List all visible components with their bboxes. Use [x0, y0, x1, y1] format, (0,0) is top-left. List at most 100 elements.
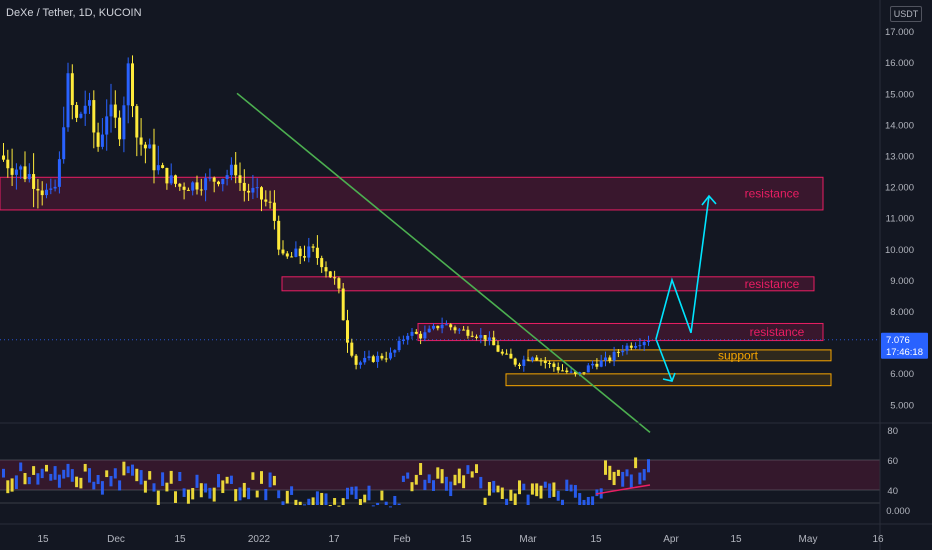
- time-tick-label: May: [799, 534, 818, 545]
- oscillator-bar-151: [647, 459, 650, 473]
- candle-21: [88, 92, 91, 115]
- oscillator-bar-36: [152, 483, 156, 492]
- candle-27: [113, 90, 117, 129]
- oscillator-bar-4: [14, 475, 18, 489]
- candle-116: [496, 340, 500, 353]
- oscillator-bar-25: [105, 470, 109, 478]
- oscillator-bar-79: [337, 505, 341, 507]
- candle-35: [148, 138, 152, 149]
- candle-106: [453, 325, 457, 334]
- candle-48: [204, 173, 208, 202]
- oscillator-bar-10: [40, 468, 44, 479]
- candle-60: [255, 178, 259, 198]
- candle-66: [281, 240, 285, 256]
- candle-24: [100, 118, 104, 150]
- price-tick-label: 5.000: [890, 400, 914, 411]
- candle-49: [208, 168, 212, 182]
- candle-148: [634, 342, 638, 350]
- oscillator-baseline-label: 0.000: [886, 506, 910, 517]
- oscillator-bar-117: [500, 487, 504, 499]
- oscillator-bar-123: [526, 494, 530, 505]
- oscillator-bar-118: [505, 498, 509, 505]
- oscillator-bar-65: [277, 490, 281, 499]
- candle-44: [186, 187, 190, 191]
- candle-9: [36, 179, 40, 209]
- oscillator-bar-143: [612, 471, 616, 486]
- oscillator-bar-67: [285, 490, 289, 504]
- oscillator-bar-128: [548, 483, 552, 498]
- candle-46: [195, 175, 199, 195]
- candle-124: [530, 356, 534, 363]
- oscillator-bar-64: [272, 475, 276, 486]
- candle-145: [621, 344, 625, 356]
- oscillator-bar-132: [565, 479, 569, 492]
- oscillator-bar-50: [212, 487, 216, 502]
- oscillator-bar-100: [427, 474, 431, 484]
- candle-32: [135, 104, 139, 157]
- oscillator-bar-139: [595, 489, 599, 497]
- oscillator-bar-98: [419, 463, 423, 475]
- candle-2: [6, 149, 10, 178]
- time-tick-label: Apr: [663, 534, 679, 545]
- oscillator-bar-54: [229, 475, 233, 484]
- oscillator-bar-2: [6, 480, 10, 494]
- candle-73: [311, 243, 315, 252]
- currency-badge[interactable]: USDT: [890, 6, 922, 22]
- oscillator-bar-137: [586, 496, 590, 505]
- oscillator-bar-69: [294, 499, 298, 505]
- oscillator-bar-144: [616, 469, 620, 476]
- oscillator-bar-19: [79, 477, 83, 489]
- oscillator-bar-107: [457, 468, 461, 484]
- candle-151: [647, 335, 650, 346]
- candle-30: [126, 57, 130, 124]
- oscillator-bar-142: [608, 465, 612, 481]
- oscillator-bar-61: [260, 471, 263, 484]
- candle-20: [83, 90, 87, 126]
- candle-82: [350, 338, 354, 358]
- lines-layer: [0, 92, 880, 433]
- oscillator-bar-121: [518, 480, 521, 495]
- candle-65: [277, 215, 281, 256]
- oscillator-bar-78: [333, 498, 337, 505]
- oscillator-bar-77: [328, 505, 332, 507]
- oscillator-bar-126: [539, 485, 543, 499]
- oscillator-bar-59: [251, 472, 255, 480]
- oscillator-bar-116: [496, 485, 500, 493]
- candle-58: [247, 183, 251, 201]
- time-tick-label: 15: [174, 534, 186, 545]
- candle-16: [66, 62, 70, 132]
- candle-51: [217, 180, 220, 187]
- candle-55: [234, 151, 238, 184]
- candle-149: [638, 338, 642, 350]
- candle-41: [174, 174, 177, 188]
- oscillator-bar-96: [410, 482, 414, 492]
- oscillator-bar-5: [19, 462, 23, 472]
- oscillator-bar-1: [2, 468, 5, 478]
- oscillator-bar-46: [195, 474, 199, 488]
- zone-label-resistance: resistance: [745, 277, 800, 291]
- candle-56: [238, 162, 242, 192]
- oscillator-bar-93: [397, 503, 401, 505]
- oscillator-bar-72: [307, 498, 311, 505]
- candle-91: [389, 347, 392, 361]
- candle-61: [260, 186, 263, 212]
- oscillator-bar-110: [470, 471, 474, 478]
- oscillator-bar-18: [75, 476, 79, 488]
- oscillator-bar-125: [535, 483, 539, 497]
- oscillator-bar-8: [32, 466, 36, 475]
- candle-17: [70, 64, 74, 120]
- candle-75: [320, 255, 324, 273]
- oscillator-bar-52: [221, 480, 225, 494]
- oscillator-bar-20: [83, 463, 87, 472]
- zone-label-resistance: resistance: [745, 187, 800, 201]
- candle-140: [599, 354, 603, 368]
- oscillator-bar-32: [135, 468, 139, 482]
- candle-117: [500, 349, 504, 356]
- oscillator-bar-89: [380, 490, 384, 501]
- candle-72: [307, 237, 311, 263]
- oscillator-bar-63: [268, 472, 272, 488]
- last-price-tag[interactable]: [881, 332, 928, 359]
- candle-86: [367, 350, 371, 361]
- candle-83: [354, 354, 358, 370]
